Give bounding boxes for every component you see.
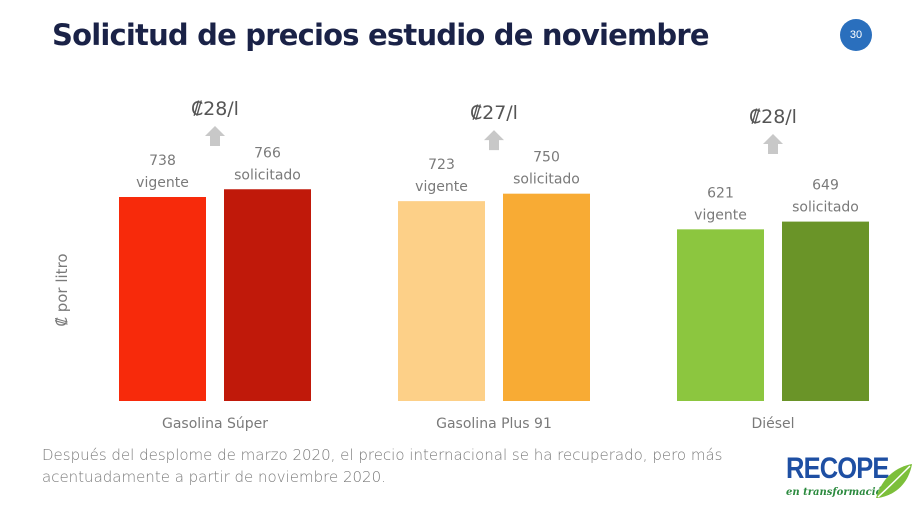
- bar-vigente: [677, 229, 764, 401]
- up-arrow-icon: [763, 134, 783, 154]
- data-label-value: 750: [533, 150, 560, 166]
- up-arrow-icon: [484, 130, 504, 151]
- bar-chart: 738 vigente 766 solicitado Gasolina Súper ₡28…: [53, 98, 869, 432]
- bar-solicitado: [224, 189, 311, 401]
- data-label-value: 723: [428, 157, 455, 173]
- data-label-series: solicitado: [234, 167, 301, 183]
- data-label-series: vigente: [136, 175, 189, 191]
- slide-title: Solicitud de precios estudio de noviembr…: [52, 18, 710, 52]
- bar-vigente: [119, 197, 206, 401]
- up-arrow-icon: [205, 126, 225, 146]
- bar-vigente: [398, 201, 485, 401]
- data-label-value: 738: [149, 153, 176, 169]
- logo-tagline: en transformación: [786, 487, 890, 498]
- increase-annotation: ₡28/l: [749, 106, 797, 128]
- data-label-series: solicitado: [792, 200, 859, 216]
- category-label: Gasolina Súper: [162, 416, 268, 432]
- y-axis-label: ₡ por litro: [53, 253, 71, 326]
- page-number-badge: 30: [840, 19, 872, 51]
- increase-annotation: ₡28/l: [191, 98, 239, 120]
- caption-text: Después del desplome de marzo 2020, el p…: [42, 446, 723, 486]
- data-label-value: 621: [707, 185, 734, 201]
- data-label-series: solicitado: [513, 172, 580, 188]
- increase-annotation: ₡27/l: [470, 102, 518, 124]
- category-label: Gasolina Plus 91: [436, 416, 552, 432]
- data-label-value: 766: [254, 145, 281, 161]
- logo-wordmark: RECOPE: [786, 452, 889, 485]
- data-label-series: vigente: [415, 179, 468, 195]
- bar-solicitado: [782, 221, 869, 401]
- leaf-icon: [876, 464, 912, 498]
- bar-solicitado: [503, 193, 590, 401]
- data-label-value: 649: [812, 178, 839, 194]
- recope-logo: RECOPE en transformación: [784, 452, 914, 508]
- category-label: Diésel: [751, 416, 794, 432]
- data-label-series: vigente: [694, 207, 747, 223]
